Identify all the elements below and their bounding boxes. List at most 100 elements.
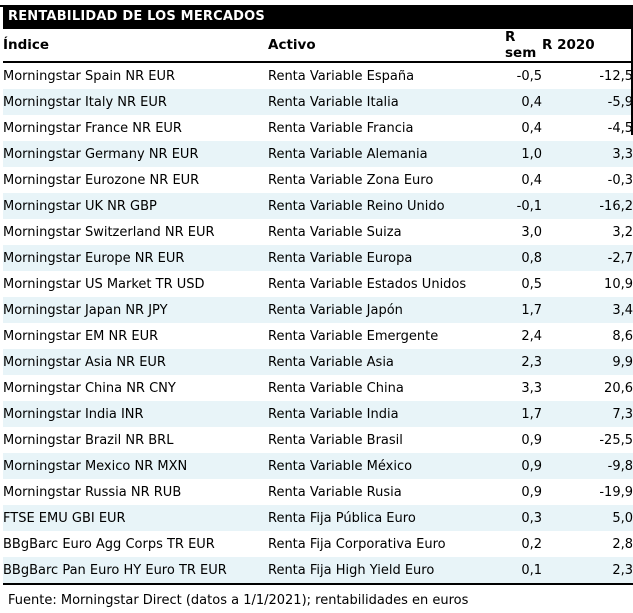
cell-r-2020: 3,3 — [612, 146, 633, 162]
cell-activo: Renta Fija Pública Euro — [268, 510, 416, 526]
cell-activo: Renta Variable Emergente — [268, 328, 439, 344]
cell-r-sem: 0,4 — [521, 94, 542, 110]
cell-activo: Renta Variable España — [268, 68, 415, 84]
cell-activo: Renta Variable Europa — [268, 250, 413, 266]
cell-indice: BBgBarc Euro Agg Corps TR EUR — [3, 536, 215, 552]
cell-r-sem: 0,9 — [521, 458, 542, 474]
cell-indice: Morningstar India INR — [3, 406, 144, 422]
panel-title: RENTABILIDAD DE LOS MERCADOS — [3, 5, 633, 29]
table-row: Morningstar Germany NR EUR Renta Variable… — [3, 141, 633, 167]
cell-r-sem: 2,4 — [521, 328, 542, 344]
cell-indice: Morningstar Italy NR EUR — [3, 94, 167, 110]
table-right-border — [631, 5, 633, 135]
cell-activo: Renta Variable Alemania — [268, 146, 428, 162]
table-row: Morningstar Asia NR EUR Renta Variable As… — [3, 349, 633, 375]
table-row: Morningstar Europe NR EUR Renta Variable … — [3, 245, 633, 271]
cell-indice: Morningstar France NR EUR — [3, 120, 182, 136]
cell-activo: Renta Variable Italia — [268, 94, 399, 110]
cell-activo: Renta Variable India — [268, 406, 399, 422]
cell-r-sem: 0,2 — [521, 536, 542, 552]
table-row: Morningstar US Market TR USD Renta Variab… — [3, 271, 633, 297]
table-row: FTSE EMU GBI EUR Renta Fija Pública Euro 0… — [3, 505, 633, 531]
table-row: BBgBarc Euro Agg Corps TR EUR Renta Fija … — [3, 531, 633, 557]
cell-r-sem: 0,1 — [505, 557, 542, 585]
cell-activo: Renta Variable Rusia — [268, 484, 402, 500]
cell-r-2020: 2,8 — [612, 536, 633, 552]
table-row: Morningstar China NR CNY Renta Variable C… — [3, 375, 633, 401]
table-row: Morningstar India INR Renta Variable Indi… — [3, 401, 633, 427]
cell-r-2020: 9,9 — [612, 354, 633, 370]
cell-indice: Morningstar Spain NR EUR — [3, 68, 176, 84]
table-top-border — [0, 5, 633, 7]
table-row: Morningstar Japan NR JPY Renta Variable J… — [3, 297, 633, 323]
cell-indice: Morningstar UK NR GBP — [3, 198, 157, 214]
cell-r-sem: 2,3 — [521, 354, 542, 370]
cell-r-sem: 1,0 — [521, 146, 542, 162]
cell-r-2020: -12,5 — [599, 68, 633, 84]
cell-r-sem: 1,7 — [521, 302, 542, 318]
cell-indice: Morningstar Switzerland NR EUR — [3, 224, 215, 240]
cell-r-2020: 8,6 — [612, 328, 633, 344]
cell-r-2020: 5,0 — [612, 510, 633, 526]
table-row: Morningstar Eurozone NR EUR Renta Variabl… — [3, 167, 633, 193]
cell-r-sem: 1,7 — [521, 406, 542, 422]
cell-indice: Morningstar Germany NR EUR — [3, 146, 199, 162]
cell-indice: Morningstar Europe NR EUR — [3, 250, 185, 266]
table-header-row: Índice Activo R sem R 2020 — [3, 29, 633, 63]
col-header-r-2020: R 2020 — [542, 29, 633, 63]
markets-table: Índice Activo R sem R 2020 Morningstar S… — [3, 29, 633, 585]
cell-activo: Renta Variable México — [268, 458, 413, 474]
cell-indice: Morningstar Russia NR RUB — [3, 484, 182, 500]
cell-r-2020: -19,9 — [599, 484, 633, 500]
cell-indice: Morningstar US Market TR USD — [3, 276, 205, 292]
cell-r-2020: -16,2 — [599, 198, 633, 214]
cell-activo: Renta Variable Brasil — [268, 432, 403, 448]
cell-activo: Renta Fija High Yield Euro — [268, 557, 505, 585]
cell-activo: Renta Variable Suiza — [268, 224, 402, 240]
cell-indice: FTSE EMU GBI EUR — [3, 510, 126, 526]
table-row: Morningstar Russia NR RUB Renta Variable … — [3, 479, 633, 505]
cell-r-sem: 0,9 — [521, 484, 542, 500]
cell-r-sem: -0,5 — [516, 68, 542, 84]
cell-activo: Renta Fija Corporativa Euro — [268, 536, 446, 552]
cell-r-2020: -9,8 — [607, 458, 633, 474]
table-row: Morningstar Mexico NR MXN Renta Variable … — [3, 453, 633, 479]
cell-r-2020: 20,6 — [604, 380, 633, 396]
markets-returns-panel: RENTABILIDAD DE LOS MERCADOS Índice Acti… — [3, 5, 633, 608]
col-header-r-sem: R sem — [505, 29, 542, 63]
cell-activo: Renta Variable Asia — [268, 354, 394, 370]
cell-activo: Renta Variable China — [268, 380, 404, 396]
table-row: Morningstar Italy NR EUR Renta Variable I… — [3, 89, 633, 115]
cell-activo: Renta Variable Francia — [268, 120, 414, 136]
cell-r-sem: 3,3 — [521, 380, 542, 396]
cell-activo: Renta Variable Estados Unidos — [268, 276, 467, 292]
table-row: BBgBarc Pan Euro HY Euro TR EUR Renta Fij… — [3, 557, 633, 585]
cell-activo: Renta Variable Reino Unido — [268, 198, 445, 214]
col-header-indice: Índice — [3, 29, 268, 63]
cell-r-sem: 0,9 — [521, 432, 542, 448]
table-row: Morningstar Switzerland NR EUR Renta Vari… — [3, 219, 633, 245]
cell-r-2020: -2,7 — [607, 250, 633, 266]
table-row: Morningstar Spain NR EUR Renta Variable E… — [3, 62, 633, 89]
cell-r-sem: 0,3 — [521, 510, 542, 526]
cell-r-2020: -5,9 — [607, 94, 633, 110]
source-note: Fuente: Morningstar Direct (datos a 1/1/… — [8, 593, 469, 608]
cell-r-sem: 0,4 — [521, 120, 542, 136]
table-row: Morningstar France NR EUR Renta Variable … — [3, 115, 633, 141]
cell-indice: Morningstar Asia NR EUR — [3, 354, 166, 370]
cell-indice: Morningstar Mexico NR MXN — [3, 458, 188, 474]
cell-indice: Morningstar EM NR EUR — [3, 328, 159, 344]
cell-r-sem: 0,5 — [521, 276, 542, 292]
cell-r-sem: 3,0 — [521, 224, 542, 240]
cell-r-2020: 3,2 — [612, 224, 633, 240]
table-row: Morningstar UK NR GBP Renta Variable Rein… — [3, 193, 633, 219]
cell-r-sem: 0,8 — [521, 250, 542, 266]
cell-r-2020: 7,3 — [612, 406, 633, 422]
cell-r-sem: -0,1 — [516, 198, 542, 214]
cell-r-2020: 10,9 — [604, 276, 633, 292]
cell-r-2020: 2,3 — [542, 557, 633, 585]
table-row: Morningstar Brazil NR BRL Renta Variable … — [3, 427, 633, 453]
cell-indice: Morningstar China NR CNY — [3, 380, 176, 396]
cell-r-2020: -4,5 — [607, 120, 633, 136]
cell-r-sem: 0,4 — [521, 172, 542, 188]
